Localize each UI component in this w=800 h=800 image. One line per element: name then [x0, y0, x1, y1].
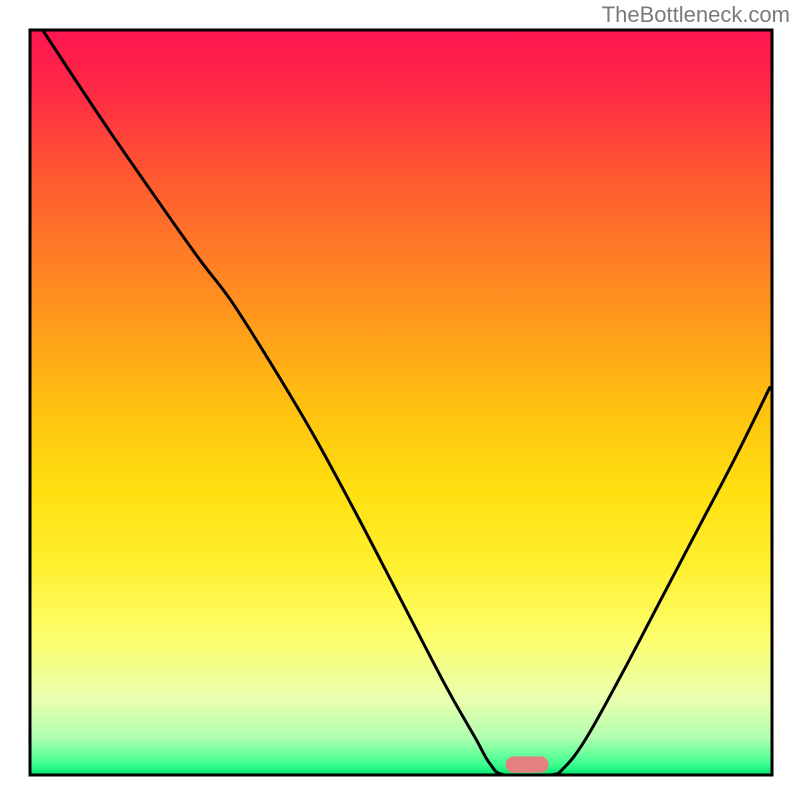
optimum-marker [506, 756, 549, 772]
chart-container: TheBottleneck.com [0, 0, 800, 800]
plot-background [30, 30, 772, 775]
bottleneck-curve-chart [0, 0, 800, 800]
